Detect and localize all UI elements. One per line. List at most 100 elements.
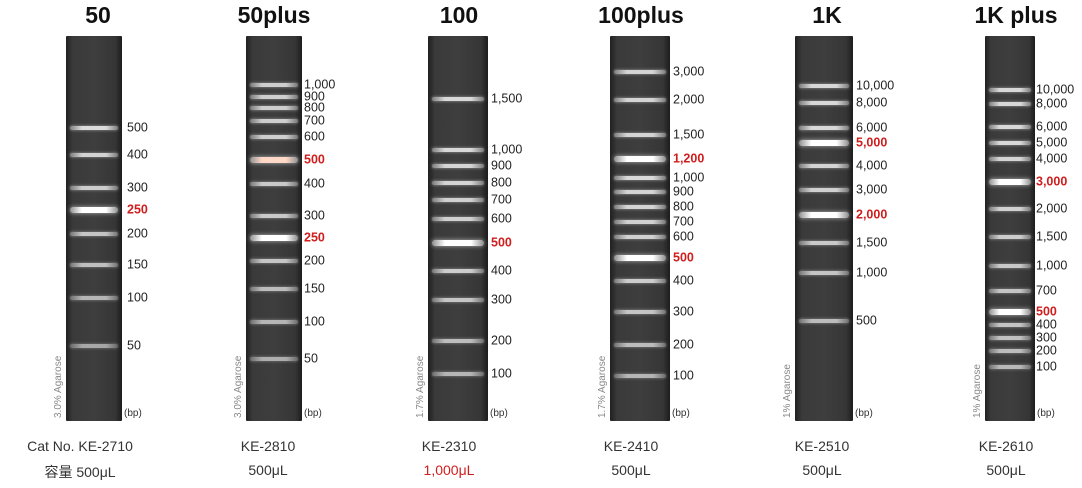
gel-band bbox=[614, 310, 666, 314]
gel-band bbox=[989, 179, 1031, 185]
band-size-label: 400 bbox=[304, 176, 325, 191]
catalog-number: KE-2810 bbox=[240, 438, 296, 454]
volume-label: 500μL bbox=[986, 462, 1026, 478]
gel-band bbox=[432, 148, 484, 152]
gel-band bbox=[989, 309, 1031, 315]
band-size-label: 2,000 bbox=[1036, 201, 1068, 216]
band-size-label: 250 bbox=[127, 202, 148, 217]
gel-band bbox=[614, 190, 666, 194]
band-size-label: 400 bbox=[127, 147, 148, 162]
gel-band bbox=[70, 186, 118, 190]
band-size-label: 500 bbox=[127, 120, 148, 135]
volume-label: 500μL bbox=[802, 462, 842, 478]
band-size-label: 1,000 bbox=[856, 265, 888, 280]
gel-band bbox=[70, 263, 118, 267]
band-size-label: 200 bbox=[1036, 343, 1057, 358]
band-size-label: 200 bbox=[304, 253, 325, 268]
ladder-title: 50plus bbox=[237, 2, 311, 28]
gel-band bbox=[989, 349, 1031, 353]
gel-band bbox=[70, 232, 118, 236]
band-size-label: 800 bbox=[304, 100, 325, 115]
gel-band bbox=[799, 140, 849, 146]
gel-band bbox=[432, 97, 484, 101]
agarose-label: 1% Agarose bbox=[972, 364, 983, 418]
unit-label: (bp) bbox=[304, 408, 322, 419]
gel-band bbox=[250, 214, 298, 218]
gel-band bbox=[250, 95, 298, 99]
gel-band bbox=[70, 153, 118, 157]
unit-label: (bp) bbox=[672, 408, 690, 419]
gel-band bbox=[799, 319, 849, 323]
band-size-label: 1,000 bbox=[1036, 258, 1068, 273]
gel-lane bbox=[428, 36, 488, 421]
gel-band bbox=[989, 336, 1031, 340]
gel-lane bbox=[610, 36, 670, 421]
band-size-label: 1,500 bbox=[491, 91, 523, 106]
gel-band bbox=[250, 357, 298, 361]
agarose-label: 1% Agarose bbox=[782, 364, 793, 418]
band-size-label: 300 bbox=[491, 292, 512, 307]
gel-band bbox=[799, 188, 849, 192]
band-size-label: 150 bbox=[127, 257, 148, 272]
band-size-label: 100 bbox=[673, 368, 694, 383]
band-size-label: 600 bbox=[304, 129, 325, 144]
band-size-label: 100 bbox=[1036, 359, 1057, 374]
band-size-label: 800 bbox=[491, 175, 512, 190]
gel-band bbox=[250, 182, 298, 186]
catalog-number: KE-2310 bbox=[421, 438, 477, 454]
ladder-title: 100 bbox=[439, 2, 479, 28]
volume-label: 500μL bbox=[248, 462, 288, 478]
gel-band bbox=[989, 323, 1031, 327]
band-size-label: 50 bbox=[304, 351, 318, 366]
gel-band bbox=[989, 365, 1031, 369]
ladder-title: 1K bbox=[812, 2, 842, 28]
gel-band bbox=[989, 235, 1031, 239]
band-size-label: 300 bbox=[127, 180, 148, 195]
band-size-label: 800 bbox=[673, 199, 694, 214]
band-size-label: 200 bbox=[491, 333, 512, 348]
band-size-label: 100 bbox=[491, 366, 512, 381]
band-size-label: 3,000 bbox=[1036, 174, 1068, 189]
gel-band bbox=[799, 164, 849, 168]
band-size-label: 700 bbox=[1036, 283, 1057, 298]
gel-band bbox=[799, 241, 849, 245]
band-size-label: 1,000 bbox=[304, 77, 336, 92]
gel-band bbox=[614, 176, 666, 180]
band-size-label: 4,000 bbox=[856, 158, 888, 173]
gel-band bbox=[250, 235, 298, 241]
band-size-label: 300 bbox=[1036, 330, 1057, 345]
band-size-label: 700 bbox=[673, 214, 694, 229]
band-size-label: 500 bbox=[491, 235, 512, 250]
band-size-label: 100 bbox=[304, 314, 325, 329]
band-size-label: 2,000 bbox=[856, 207, 888, 222]
unit-label: (bp) bbox=[1037, 408, 1055, 419]
band-size-label: 1,200 bbox=[673, 151, 705, 166]
gel-band bbox=[432, 164, 484, 168]
band-size-label: 300 bbox=[673, 304, 694, 319]
band-size-label: 3,000 bbox=[673, 64, 705, 79]
catalog-number: KE-2410 bbox=[603, 438, 659, 454]
band-size-label: 10,000 bbox=[856, 78, 895, 93]
gel-lane bbox=[66, 36, 122, 421]
gel-band bbox=[250, 259, 298, 263]
gel-band bbox=[250, 83, 298, 87]
gel-band bbox=[614, 98, 666, 102]
band-size-label: 10,000 bbox=[1036, 82, 1075, 97]
band-size-label: 1,500 bbox=[673, 127, 705, 142]
gel-band bbox=[250, 119, 298, 123]
band-size-label: 1,500 bbox=[1036, 229, 1068, 244]
gel-band bbox=[614, 235, 666, 239]
gel-band bbox=[989, 88, 1031, 92]
band-size-label: 400 bbox=[1036, 317, 1057, 332]
band-size-label: 900 bbox=[673, 184, 694, 199]
gel-band bbox=[250, 157, 298, 163]
unit-label: (bp) bbox=[490, 408, 508, 419]
band-size-label: 8,000 bbox=[856, 95, 888, 110]
catalog-number: Cat No. KE-2710 bbox=[27, 438, 133, 454]
gel-band bbox=[989, 264, 1031, 268]
band-size-label: 700 bbox=[304, 113, 325, 128]
gel-band bbox=[432, 198, 484, 202]
band-size-label: 400 bbox=[491, 263, 512, 278]
gel-band bbox=[70, 296, 118, 300]
gel-band bbox=[432, 181, 484, 185]
